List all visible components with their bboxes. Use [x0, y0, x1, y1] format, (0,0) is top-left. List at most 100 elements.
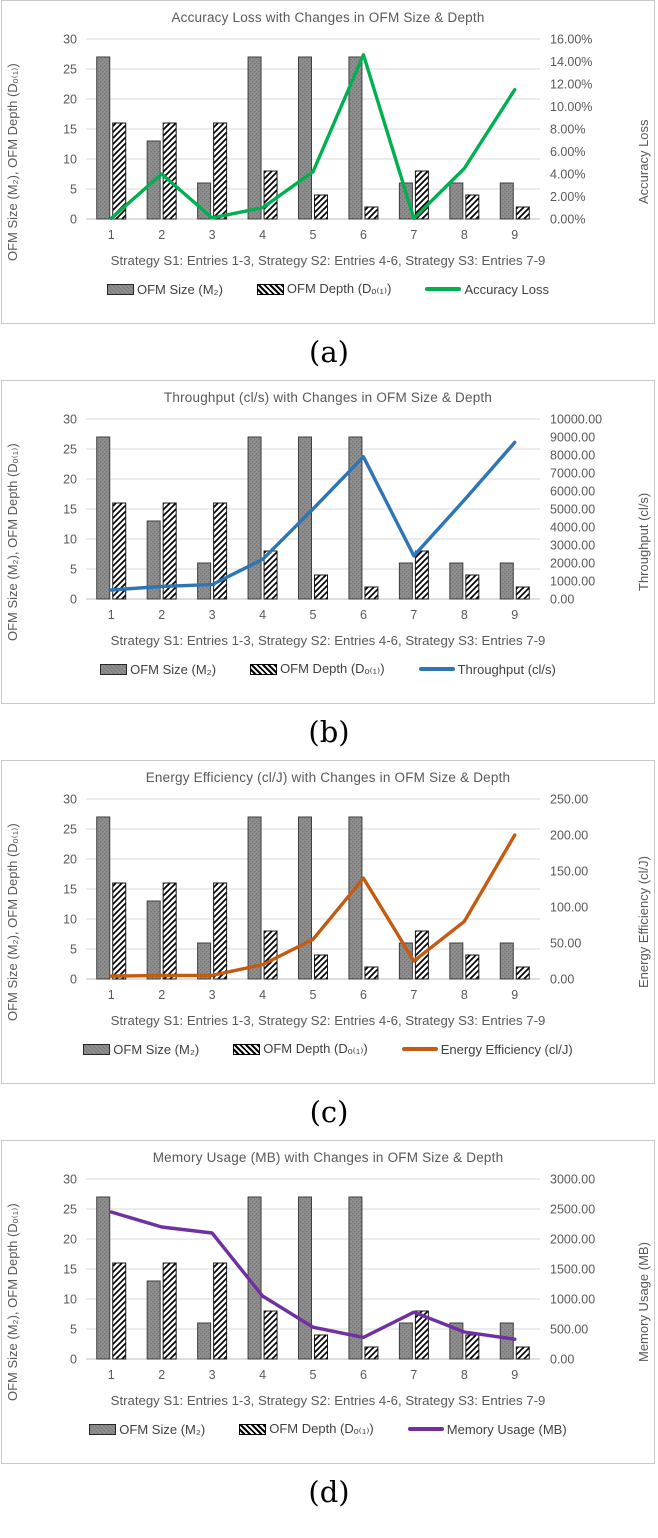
ofm-depth-bar [314, 1334, 328, 1360]
right-tick-label: 500.00 [550, 1323, 588, 1337]
ofm-size-swatch-icon [106, 283, 134, 295]
ofm-depth-bar [465, 954, 480, 980]
chart-legend: OFM Size (M₂) OFM Depth (Dₒ₍₁₎) Memory U… [2, 1421, 654, 1437]
chart-panel-throughput: Throughput (cl/s) with Changes in OFM Si… [1, 380, 655, 704]
ofm-size-bar [449, 1322, 464, 1360]
y-tick-label: 20 [63, 93, 77, 107]
right-tick-label: 8000.00 [550, 449, 595, 463]
ofm-size-bar [449, 182, 464, 220]
x-tick-label: 4 [259, 228, 266, 242]
right-tick-label: 4000.00 [550, 521, 595, 535]
x-tick-label: 6 [360, 1368, 367, 1382]
x-tick-label: 7 [410, 228, 417, 242]
y-tick-label: 0 [70, 1353, 77, 1367]
line-swatch-icon [425, 287, 462, 291]
ofm-depth-bar [364, 1346, 379, 1360]
x-tick-label: 9 [511, 1368, 518, 1382]
ofm-size-swatch-icon [83, 1043, 111, 1055]
caption-d: (d) [308, 1475, 350, 1509]
line-swatch-icon [401, 1047, 438, 1051]
chart-title: Throughput (cl/s) with Changes in OFM Si… [163, 390, 493, 405]
legend-item-ofm-depth: OFM Depth (Dₒ₍₁₎) [250, 661, 385, 677]
right-tick-label: 2000.00 [550, 557, 595, 571]
chart-legend: OFM Size (M₂) OFM Depth (Dₒ₍₁₎) Accuracy… [2, 281, 654, 297]
x-tick-label: 3 [209, 228, 216, 242]
ofm-depth-bar [263, 930, 278, 980]
x-tick-label: 8 [461, 1368, 468, 1382]
ofm-depth-bar [465, 194, 480, 220]
ofm-depth-bar [263, 170, 278, 220]
right-tick-label: 0.00% [550, 213, 585, 227]
ofm-size-bar [348, 1196, 363, 1360]
right-tick-label: 2.00% [550, 190, 585, 204]
y-tick-label: 20 [63, 853, 77, 867]
ofm-size-bar [146, 520, 161, 600]
right-tick-label: 50.00 [550, 937, 581, 951]
ofm-depth-bar [414, 1310, 429, 1360]
ofm-depth-bar [162, 502, 177, 600]
x-tick-label: 8 [461, 608, 468, 622]
legend-item-line: Memory Usage (MB) [407, 1421, 567, 1437]
ofm-size-bar [197, 942, 212, 980]
y-tick-label: 0 [70, 973, 77, 987]
ofm-depth-bar [112, 502, 127, 600]
x-tick-label: 4 [259, 1368, 266, 1382]
ofm-depth-bar [314, 194, 328, 220]
ofm-depth-bar [213, 502, 228, 600]
ofm-depth-bar [515, 206, 530, 220]
legend-label: OFM Size (M₂) [113, 1041, 200, 1057]
right-tick-label: 16.00% [550, 33, 592, 47]
ofm-depth-bar [112, 122, 127, 220]
x-tick-label: 9 [511, 228, 518, 242]
right-tick-label: 100.00 [550, 901, 588, 915]
ofm-size-bar [197, 562, 212, 600]
right-tick-label: 150.00 [550, 865, 588, 879]
right-tick-label: 6.00% [550, 145, 585, 159]
x-tick-label: 5 [310, 228, 317, 242]
y-tick-label: 5 [70, 943, 77, 957]
x-tick-label: 9 [511, 608, 518, 622]
right-tick-label: 200.00 [550, 829, 588, 843]
legend-label: Memory Usage (MB) [446, 1421, 567, 1437]
ofm-size-bar [348, 436, 363, 600]
ofm-size-bar [348, 816, 363, 980]
x-tick-label: 7 [410, 1368, 417, 1382]
y-tick-label: 15 [63, 883, 77, 897]
right-tick-label: 14.00% [550, 55, 592, 69]
legend-label: Accuracy Loss [464, 281, 549, 297]
ofm-size-bar [96, 56, 111, 220]
line-swatch-icon [407, 1427, 444, 1431]
ofm-depth-bar [112, 882, 127, 980]
y-tick-label: 25 [63, 443, 77, 457]
right-tick-label: 2500.00 [550, 1203, 595, 1217]
x-tick-label: 1 [108, 988, 115, 1002]
ofm-size-bar [398, 182, 413, 220]
right-tick-label: 12.00% [550, 78, 592, 92]
x-tick-label: 5 [310, 988, 317, 1002]
legend-label: Energy Efficiency (cl/J) [440, 1041, 573, 1057]
y-tick-label: 0 [70, 593, 77, 607]
x-tick-label: 5 [310, 1368, 317, 1382]
right-tick-label: 1500.00 [550, 1263, 595, 1277]
right-tick-label: 4.00% [550, 168, 585, 182]
ofm-size-bar [197, 1322, 212, 1360]
y-tick-label: 20 [63, 473, 77, 487]
ofm-size-bar [298, 56, 312, 220]
legend-label: OFM Size (M₂) [136, 281, 223, 297]
x-tick-label: 1 [108, 608, 115, 622]
chart-panel-accuracy-loss: Accuracy Loss with Changes in OFM Size &… [1, 0, 655, 324]
legend-label: Throughput (cl/s) [457, 661, 556, 677]
x-tick-label: 2 [158, 228, 165, 242]
legend-item-line: Energy Efficiency (cl/J) [401, 1041, 573, 1057]
ofm-depth-bar [364, 586, 379, 600]
ofm-depth-swatch-icon [250, 663, 278, 675]
y-tick-label: 25 [63, 63, 77, 77]
x-tick-label: 6 [360, 988, 367, 1002]
right-tick-label: 3000.00 [550, 539, 595, 553]
ofm-size-bar [298, 816, 312, 980]
legend-label: OFM Depth (Dₒ₍₁₎) [286, 281, 392, 296]
ofm-depth-bar [465, 1334, 480, 1360]
ofm-size-bar [499, 562, 514, 600]
ofm-size-swatch-icon [89, 1423, 117, 1435]
